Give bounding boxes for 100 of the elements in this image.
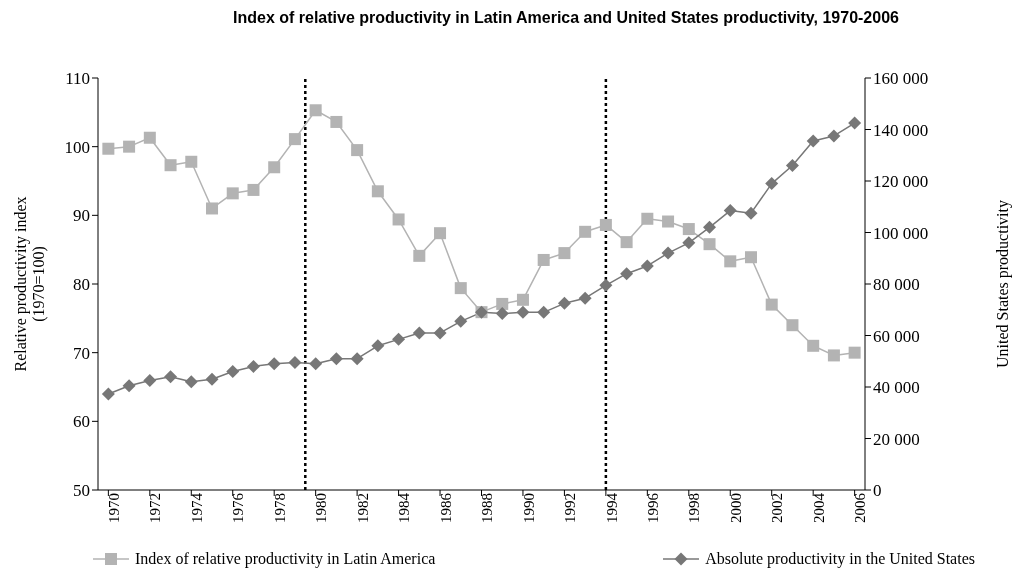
point [206,202,219,215]
point [164,370,178,384]
point [143,374,157,388]
y2-tick-label: 20 000 [873,429,920,449]
point [496,297,509,310]
y2-tick-label: 40 000 [873,378,920,398]
point [848,346,861,359]
point [620,267,634,281]
point [246,359,260,373]
point [164,159,177,172]
point [558,247,571,260]
y-tick-label: 90 [73,206,90,226]
point [537,305,551,319]
x-tick-label: 1980 [313,493,330,523]
point [599,218,612,231]
y-tick-label: 60 [73,412,90,432]
point [454,314,468,328]
point [703,220,717,234]
legend-label: Absolute productivity in the United States [705,550,975,568]
point [537,253,550,266]
point [205,372,219,386]
x-tick-label: 2002 [769,493,786,523]
y2-tick-label: 0 [873,481,882,501]
point [226,365,240,379]
point [703,238,716,251]
y2-tick-label: 120 000 [873,172,929,192]
point [288,133,301,146]
point [662,215,675,228]
point [102,142,115,155]
point [247,183,260,196]
point [807,339,820,352]
y2-tick-label: 100 000 [873,223,929,243]
point [682,223,695,236]
point [122,379,136,393]
y2-axis-title: United States productivity [994,200,1012,368]
point [641,212,654,225]
point [723,204,737,218]
point [329,352,343,366]
point [495,307,509,321]
x-tick-label: 1974 [188,492,205,523]
point [330,115,343,128]
y2-tick-label: 160 000 [873,69,929,89]
y-tick-label: 100 [64,137,90,157]
point [371,185,384,198]
point [412,326,426,340]
point [765,298,778,311]
x-tick-label: 2004 [810,492,827,523]
y2-tick-label: 80 000 [873,275,920,295]
y-axis-title: Relative productivity index (1970=100) [12,196,48,372]
point [578,291,592,305]
x-tick-label: 1982 [354,493,371,523]
point [267,357,281,371]
point [806,134,820,148]
point [123,140,136,153]
point [454,282,467,295]
x-tick-label: 1978 [271,493,288,523]
point [226,187,239,200]
x-tick-label: 2006 [852,492,869,523]
point [579,225,592,238]
point [184,375,198,389]
point [143,131,156,144]
x-tick-label: 2000 [727,493,744,523]
y-tick-label: 80 [73,275,90,295]
point [682,236,696,250]
point [185,155,198,168]
point [848,116,862,130]
y2-tick-label: 60 000 [873,326,920,346]
chart-title: Index of relative productivity in Latin America and United States productivity, 1970-2006 [233,8,900,28]
x-tick-label: 1984 [396,492,413,523]
point [599,278,613,292]
x-tick-label: 1972 [147,493,164,523]
point [744,251,757,264]
y-tick-label: 50 [73,481,90,501]
point [724,255,737,268]
point [392,213,405,226]
point [434,227,447,240]
point [268,161,281,174]
point [371,339,385,353]
point [516,305,530,319]
x-tick-label: 1990 [520,493,537,523]
point [413,249,426,262]
point [350,352,364,366]
point [433,326,447,340]
x-tick-label: 1996 [644,492,661,523]
point [786,319,799,332]
legend-label: Index of relative productivity in Latin America [135,550,436,568]
point [309,104,322,117]
point [785,159,799,173]
point [392,332,406,346]
point [516,293,529,306]
point [640,259,654,273]
x-tick-label: 1994 [603,492,620,523]
x-tick-label: 1998 [686,493,703,523]
point [351,144,364,157]
point [620,236,633,249]
point [765,177,779,191]
x-tick-label: 1986 [437,492,454,523]
y-tick-label: 70 [73,343,90,363]
point [827,349,840,362]
point [557,296,571,310]
